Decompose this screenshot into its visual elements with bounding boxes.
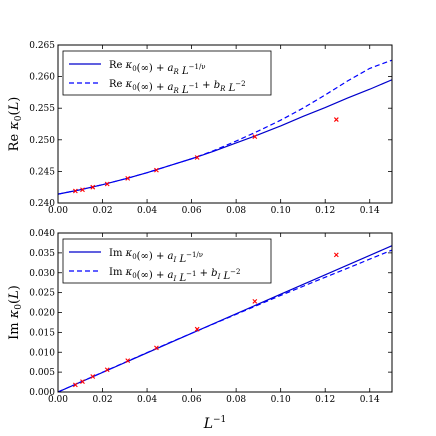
x-tick-label: 0.04 xyxy=(137,395,157,405)
x-tick-label: 0.14 xyxy=(360,206,380,216)
x-tick-label: 0.12 xyxy=(315,395,335,405)
fit-line-dashed xyxy=(58,249,392,392)
legend-entry-text: Im κ0(∞) + aI L−1 + bI L−2 xyxy=(109,267,241,284)
x-tick-label: 0.08 xyxy=(226,206,246,216)
legend-entry-text: Re κ0(∞) + aR L−1/ν xyxy=(109,60,206,77)
legend-box xyxy=(62,238,272,284)
data-point-marker xyxy=(194,155,200,160)
y-tick-label: 0.260 xyxy=(29,73,55,83)
y-tick-label: 0.265 xyxy=(29,41,55,51)
data-point-marker xyxy=(80,379,85,385)
data-point-marker xyxy=(125,175,131,181)
y-tick-label: 0.005 xyxy=(29,368,55,378)
data-point-marker xyxy=(154,345,159,351)
data-point-marker xyxy=(333,252,339,258)
y-axis-label: Re κ0(L) xyxy=(7,97,24,152)
x-tick-label: 0.00 xyxy=(48,206,68,216)
data-point-marker xyxy=(72,382,78,388)
data-point-marker xyxy=(154,167,159,173)
series-group xyxy=(58,59,392,195)
y-tick-label: 0.250 xyxy=(29,136,55,146)
y-tick-label: 0.040 xyxy=(29,229,55,239)
x-tick-label: 0.02 xyxy=(93,206,113,216)
x-tick-label: 0.06 xyxy=(182,206,202,216)
data-point-marker xyxy=(90,374,96,379)
y-tick-label: 0.010 xyxy=(29,348,55,358)
x-tick-label: 0.14 xyxy=(360,395,380,405)
data-point-marker xyxy=(90,184,96,190)
x-tick-label: 0.08 xyxy=(226,395,246,405)
data-point-marker xyxy=(80,187,85,193)
data-point-marker xyxy=(252,298,258,304)
x-tick-label: 0.10 xyxy=(271,206,291,216)
plot-frame xyxy=(57,44,393,204)
data-point-marker xyxy=(72,188,78,194)
fit-line-dashed xyxy=(58,59,392,195)
legend-box xyxy=(62,50,272,96)
data-point-marker xyxy=(252,134,258,140)
legend-entry-text: Re κ0(∞) + aR L−1 + bR L−2 xyxy=(109,79,246,96)
y-tick-label: 0.025 xyxy=(29,289,55,299)
y-axis-label: Im κ0(L) xyxy=(7,285,24,340)
x-tick-label: 0.12 xyxy=(315,206,335,216)
y-tick-label: 0.240 xyxy=(29,199,55,209)
x-axis-label: L−1 xyxy=(203,415,227,432)
legend: Im κ0(∞) + aI L−1/ν Im κ0(∞) + aI L−1 + b… xyxy=(62,238,272,284)
x-tick-label: 0.02 xyxy=(93,395,113,405)
legend-entry-text: Im κ0(∞) + aI L−1/ν xyxy=(109,248,203,265)
y-tick-label: 0.245 xyxy=(29,167,55,177)
y-tick-label: 0.000 xyxy=(29,388,55,398)
data-point-marker xyxy=(104,181,110,187)
panel-re-kappa: 0.00 0.02 0.04 0.06 0.08 0.10 0.12 0.14 0.240 0.2… xyxy=(7,41,393,216)
data-point-marker xyxy=(333,117,339,122)
data-point-marker xyxy=(125,358,131,363)
y-tick-label: 0.255 xyxy=(29,104,55,114)
y-tick-label: 0.020 xyxy=(29,309,55,319)
y-tick-label: 0.015 xyxy=(29,328,55,338)
legend: Re κ0(∞) + aR L−1/ν Re κ0(∞) + aR L−1 + b… xyxy=(62,50,272,96)
y-tick-label: 0.035 xyxy=(29,249,55,259)
x-tick-label: 0.10 xyxy=(271,395,291,405)
x-tick-label: 0.00 xyxy=(48,395,68,405)
series-group xyxy=(58,245,392,392)
x-tick-label: 0.04 xyxy=(137,206,157,216)
y-tick-label: 0.030 xyxy=(29,269,55,279)
data-point-marker xyxy=(104,367,110,373)
x-tick-label: 0.06 xyxy=(182,395,202,405)
panel-im-kappa: 0.00 0.02 0.04 0.06 0.08 0.10 0.12 0.14 0.000 0.0… xyxy=(7,229,393,405)
data-point-marker xyxy=(194,326,200,332)
